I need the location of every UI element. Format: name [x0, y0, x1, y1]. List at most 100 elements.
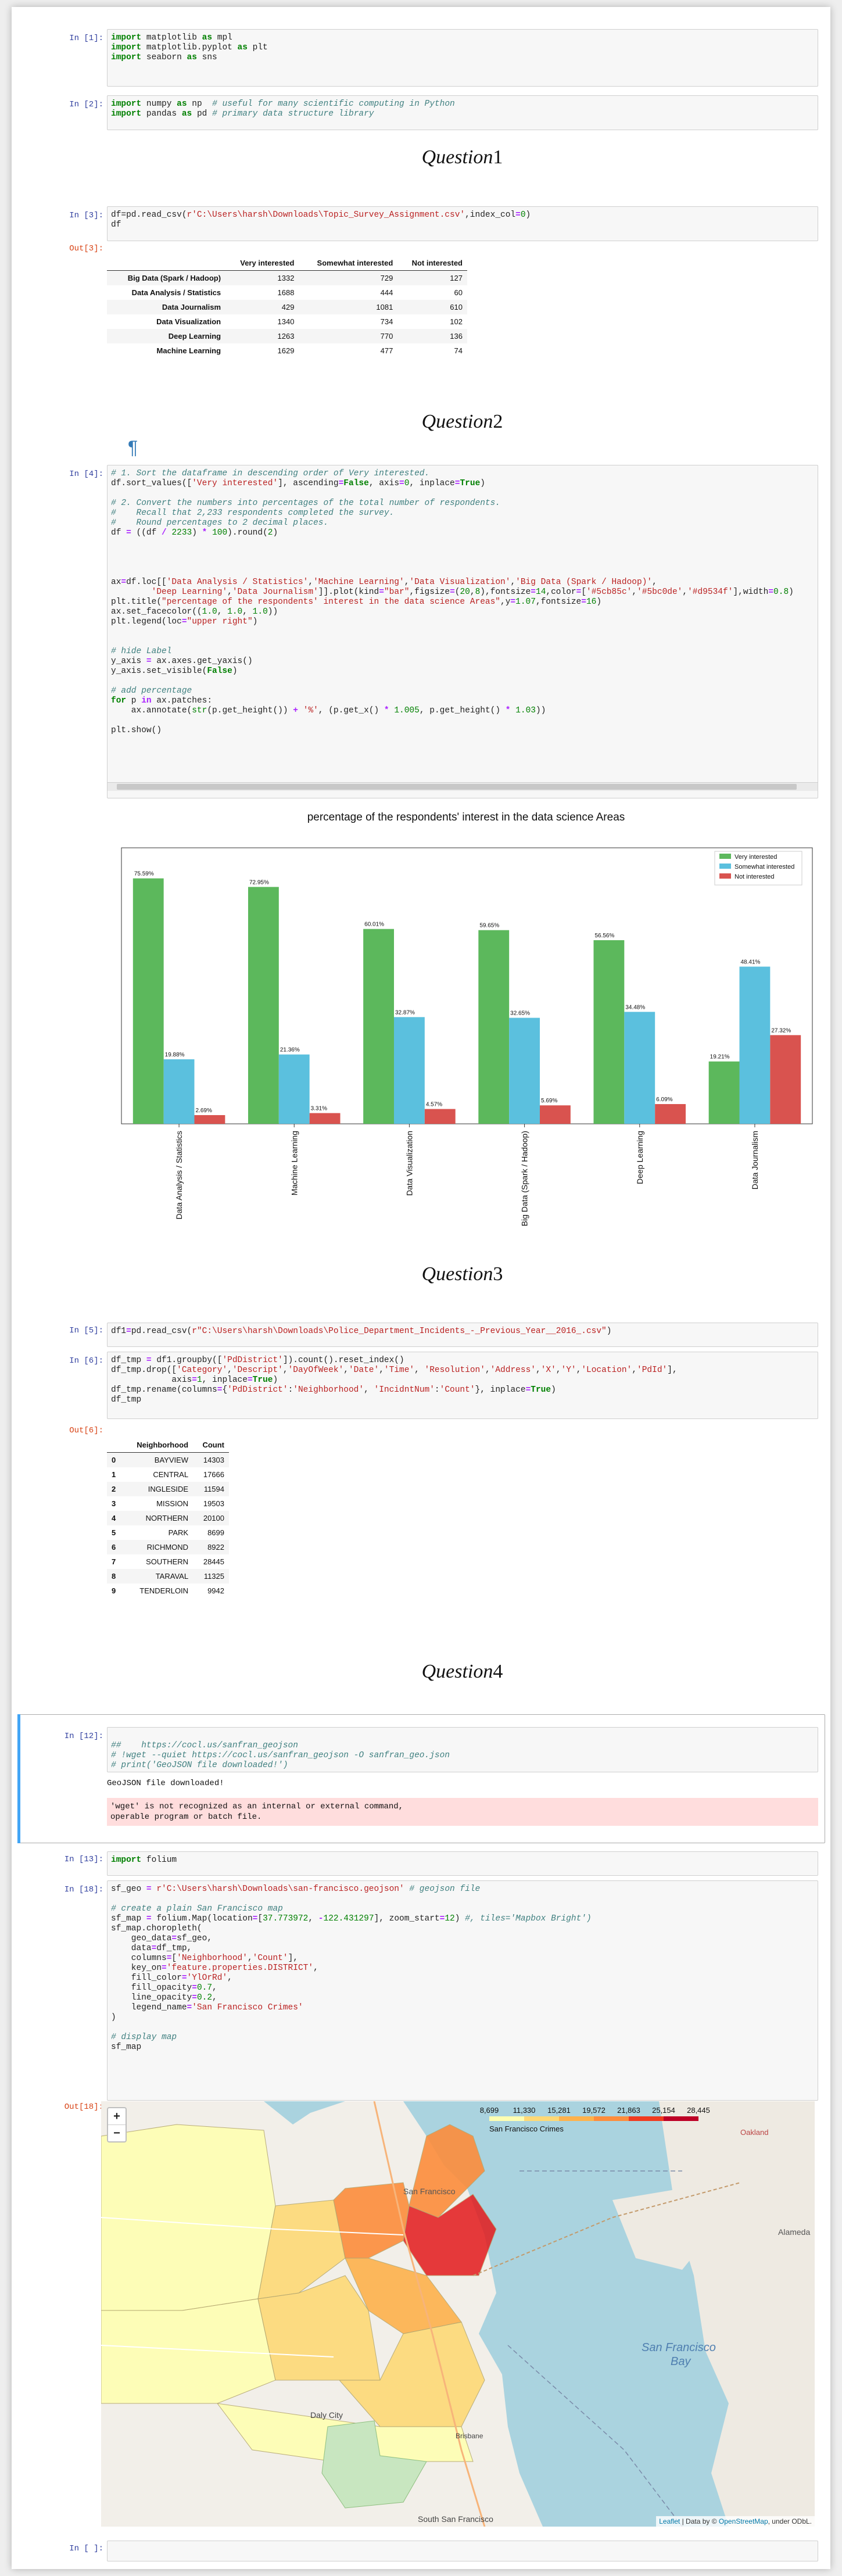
input-prompt: In [13]:: [64, 1855, 103, 1864]
data-label: 5.69%: [541, 1098, 557, 1104]
bar: [540, 1105, 571, 1124]
horizontal-scrollbar[interactable]: [108, 782, 818, 791]
legend-caption: San Francisco Crimes: [489, 2124, 564, 2133]
table-cell: 19503: [203, 1499, 224, 1508]
table-cell: 477: [380, 346, 393, 355]
row-index: 8: [112, 1572, 116, 1581]
code-cell-12[interactable]: In [12]: ## https://cocl.us/sanfran_geoj…: [17, 1714, 825, 1843]
code-editor[interactable]: [107, 2541, 818, 2561]
table-cell: TARAVAL: [155, 1572, 189, 1581]
table-cell: 17666: [203, 1470, 224, 1479]
row-index: 5: [112, 1528, 116, 1537]
table-cell: 9942: [207, 1586, 224, 1595]
bar: [132, 878, 164, 1124]
x-tick-label: Deep Learning: [635, 1131, 644, 1184]
row-index: Deep Learning: [168, 332, 221, 341]
table-row: Data Analysis / Statistics 1688 444 60: [107, 285, 467, 300]
scrollbar-thumb[interactable]: [117, 784, 797, 790]
heading-question-1: Question1: [421, 146, 503, 168]
anchor-link-icon[interactable]: ¶: [128, 437, 138, 458]
data-label: 19.21%: [710, 1054, 730, 1061]
input-prompt: In [12]:: [64, 1732, 103, 1741]
choropleth-map[interactable]: 8,699 11,330 15,281 19,572 21,863 25,154…: [101, 2101, 815, 2527]
bar: [393, 1017, 425, 1124]
code-editor[interactable]: import matplotlib as mpl import matplotl…: [107, 29, 818, 87]
osm-link[interactable]: OpenStreetMap: [718, 2517, 768, 2525]
table-header: Neighborhood: [122, 1438, 194, 1453]
table-cell: 610: [450, 303, 463, 311]
bar: [163, 1059, 195, 1124]
data-label: 3.31%: [311, 1106, 327, 1112]
input-prompt: In [5]:: [69, 1326, 103, 1335]
row-index: 3: [112, 1499, 116, 1508]
bar: [624, 1012, 655, 1124]
code-editor[interactable]: df_tmp = df1.groupby(['PdDistrict']).cou…: [107, 1352, 818, 1419]
output-prompt: Out[6]:: [69, 1426, 103, 1435]
table-row: Data Journalism 429 1081 610: [107, 300, 467, 314]
table-cell: 74: [454, 346, 463, 355]
table-cell: 102: [450, 317, 463, 326]
input-prompt: In [ ]:: [69, 2544, 103, 2553]
code-editor[interactable]: # 1. Sort the dataframe in descending or…: [107, 465, 818, 798]
data-label: 60.01%: [364, 922, 384, 928]
code-editor[interactable]: df=pd.read_csv(r'C:\Users\harsh\Download…: [107, 206, 818, 241]
input-prompt: In [2]:: [69, 100, 103, 109]
map-label-brisbane: Brisbane: [456, 2432, 483, 2440]
input-prompt: In [4]:: [69, 470, 103, 479]
table-cell: 429: [281, 303, 295, 311]
district-richmond-taraval: [101, 2124, 276, 2311]
stdout-output: GeoJSON file downloaded!: [107, 1779, 224, 1788]
map-label-alameda: Alameda: [778, 2227, 810, 2237]
selected-cell-indicator: [17, 1714, 20, 1843]
leaflet-link[interactable]: Leaflet: [659, 2517, 680, 2525]
table-cell: 8699: [207, 1528, 224, 1537]
code-editor[interactable]: import folium: [107, 1851, 818, 1876]
legend-swatch: [719, 854, 731, 859]
data-label: 27.32%: [771, 1027, 791, 1034]
table-cell: 444: [380, 288, 393, 297]
neighborhood-table: Neighborhood Count 0 BAYVIEW 14303 1 CENTRAL…: [107, 1438, 229, 1598]
table-header: Very interested: [225, 256, 299, 271]
x-tick-label: Big Data (Spark / Hadoop): [520, 1131, 529, 1226]
bar: [739, 966, 771, 1124]
plot-area: [121, 847, 813, 1124]
map-label-bay: San Francisco Bay: [642, 2341, 716, 2368]
bar: [424, 1109, 456, 1124]
legend-entry: Somewhat interested: [734, 864, 794, 870]
zoom-out-button[interactable]: −: [113, 2127, 120, 2140]
input-prompt: In [18]:: [64, 1885, 103, 1894]
table-row: 0 BAYVIEW 14303: [107, 1452, 229, 1467]
legend-tick: 19,572: [582, 2106, 605, 2115]
bar: [309, 1113, 341, 1124]
heading-question-3: Question3: [421, 1263, 503, 1285]
table-cell: 11594: [203, 1485, 224, 1493]
bar: [593, 940, 625, 1124]
bar-chart: percentage of the respondents' interest …: [121, 811, 813, 1226]
bar: [708, 1061, 740, 1124]
data-label: 2.69%: [196, 1108, 212, 1114]
zoom-in-button[interactable]: +: [108, 2108, 126, 2125]
heading-question-4: Question4: [421, 1661, 503, 1682]
table-cell: RICHMOND: [146, 1543, 189, 1552]
legend-tick: 25,154: [652, 2106, 675, 2115]
table-cell: 28445: [203, 1557, 224, 1566]
data-label: 72.95%: [249, 879, 269, 886]
legend-tick: 8,699: [480, 2106, 499, 2115]
data-label: 32.65%: [510, 1011, 530, 1017]
table-cell: CENTRAL: [153, 1470, 189, 1479]
code-editor[interactable]: import numpy as np # useful for many sci…: [107, 95, 818, 130]
code-editor[interactable]: sf_geo = r'C:\Users\harsh\Downloads\san-…: [107, 1880, 818, 2101]
notebook: In [1]: import matplotlib as mpl import …: [12, 7, 830, 2569]
row-index: 0: [112, 1456, 116, 1464]
row-index: Data Visualization: [156, 317, 221, 326]
row-index: Machine Learning: [156, 346, 221, 355]
map-attribution: Leaflet | Data by © OpenStreetMap, under…: [656, 2516, 815, 2527]
data-label: 6.09%: [656, 1097, 672, 1103]
bar: [194, 1115, 225, 1124]
data-label: 21.36%: [280, 1047, 300, 1054]
data-label: 56.56%: [594, 933, 614, 939]
table-cell: 1629: [277, 346, 295, 355]
table-cell: 1081: [376, 303, 393, 311]
code-editor[interactable]: ## https://cocl.us/sanfran_geojson # !wg…: [107, 1727, 818, 1772]
code-editor[interactable]: df1=pd.read_csv(r"C:\Users\harsh\Downloa…: [107, 1323, 818, 1347]
